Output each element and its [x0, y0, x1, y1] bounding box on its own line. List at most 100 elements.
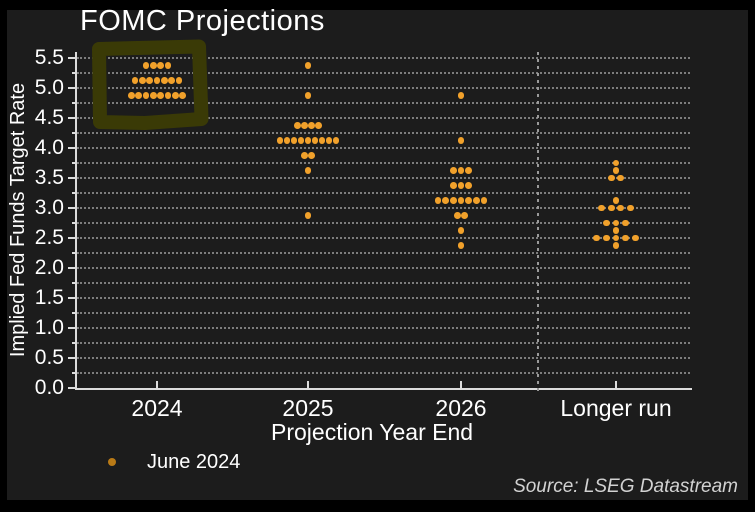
projection-dot: [607, 174, 615, 182]
projection-dot: [457, 227, 465, 234]
projection-dot: [465, 197, 473, 204]
x-category-label: 2024: [131, 395, 183, 421]
projection-dot: [617, 174, 625, 182]
projection-dot: [179, 92, 187, 99]
projection-dot: [290, 137, 298, 144]
projection-dot: [612, 234, 620, 242]
gridline: [77, 237, 690, 239]
projection-dot: [311, 137, 319, 144]
y-axis-tick: [68, 267, 76, 269]
projection-dot: [457, 197, 465, 204]
projection-dot: [465, 182, 473, 189]
gridline: [77, 117, 690, 119]
projection-dot: [598, 204, 605, 212]
projection-dot: [449, 197, 457, 204]
projection-dot: [617, 204, 625, 212]
y-tick-label: 3.5: [34, 166, 64, 189]
projection-dot: [131, 77, 139, 84]
gridline: [77, 222, 690, 224]
y-tick-label: 3.0: [34, 196, 64, 219]
gridline: [77, 267, 690, 269]
y-axis-tick: [72, 342, 76, 344]
projection-dot: [472, 197, 480, 204]
y-axis-tick: [72, 72, 76, 74]
y-tick-label: 1.5: [34, 286, 64, 309]
y-tick-label: 4.0: [34, 136, 64, 159]
y-tick-label: 5.5: [34, 46, 64, 69]
projection-dot: [442, 197, 450, 204]
projection-dot: [332, 137, 340, 144]
x-axis-tick: [307, 381, 309, 388]
projection-dot: [297, 137, 305, 144]
projection-dot: [308, 122, 315, 129]
projection-dot: [304, 62, 312, 69]
projection-dot: [283, 137, 291, 144]
y-axis-tick: [68, 117, 76, 119]
y-axis-tick: [72, 372, 76, 374]
projection-dot: [612, 197, 620, 204]
y-axis-tick: [72, 192, 76, 194]
projection-dot: [457, 182, 465, 189]
x-category-label: 2025: [282, 395, 334, 421]
projection-dot: [612, 227, 620, 234]
y-axis-tick: [72, 162, 76, 164]
y-axis-tick: [68, 147, 76, 149]
gridline: [77, 297, 690, 299]
y-axis-tick: [72, 312, 76, 314]
projection-dot: [149, 62, 157, 69]
chart-canvas: [7, 10, 748, 500]
projection-dot: [602, 234, 610, 242]
projection-dot: [175, 77, 183, 84]
gridline: [77, 102, 690, 104]
legend-marker-dot: [108, 458, 116, 466]
projection-dot: [622, 219, 630, 227]
y-axis-tick: [68, 387, 76, 389]
projection-dot: [622, 234, 630, 242]
projection-dot: [153, 77, 161, 84]
projection-dot: [164, 92, 172, 99]
projection-dot: [146, 77, 154, 84]
y-tick-label: 1.0: [34, 316, 64, 339]
projection-dot: [612, 242, 620, 249]
gridline: [77, 162, 690, 164]
y-axis-tick: [68, 327, 76, 329]
projection-dot: [465, 167, 473, 174]
projection-dot: [149, 92, 157, 99]
projection-dot: [127, 92, 135, 99]
projection-dot: [304, 137, 312, 144]
projection-dot: [301, 152, 308, 159]
y-axis-line: [75, 52, 77, 389]
y-tick-label: 0.5: [34, 346, 64, 369]
projection-dot: [301, 122, 308, 129]
projection-dot: [157, 62, 165, 69]
projection-dot: [612, 159, 620, 167]
projection-dot: [434, 197, 442, 204]
projection-dot: [135, 92, 143, 99]
projection-dot: [308, 152, 315, 159]
gridline: [77, 327, 690, 329]
projection-dot: [168, 77, 176, 84]
gridline: [77, 87, 690, 89]
projection-dot: [457, 167, 465, 174]
x-axis-tick: [156, 381, 158, 388]
projection-dot: [612, 167, 620, 174]
projection-dot: [457, 137, 465, 144]
x-category-label: Longer run: [560, 395, 672, 421]
y-axis-tick: [72, 282, 76, 284]
highlight-annotation-2024: [92, 39, 209, 130]
y-axis-tick: [68, 297, 76, 299]
legend-label: June 2024: [147, 451, 241, 473]
y-axis-title: Implied Fed Funds Target Rate: [7, 82, 29, 358]
gridline: [77, 132, 690, 134]
y-axis-tick: [72, 222, 76, 224]
x-axis-tick: [615, 381, 617, 388]
projection-dot: [315, 122, 322, 129]
y-axis-tick: [68, 57, 76, 59]
gridline: [77, 312, 690, 314]
projection-dot: [480, 197, 488, 204]
source-credit: Source: LSEG Datastream: [513, 476, 738, 497]
gridline: [77, 342, 690, 344]
gridline: [77, 177, 690, 179]
